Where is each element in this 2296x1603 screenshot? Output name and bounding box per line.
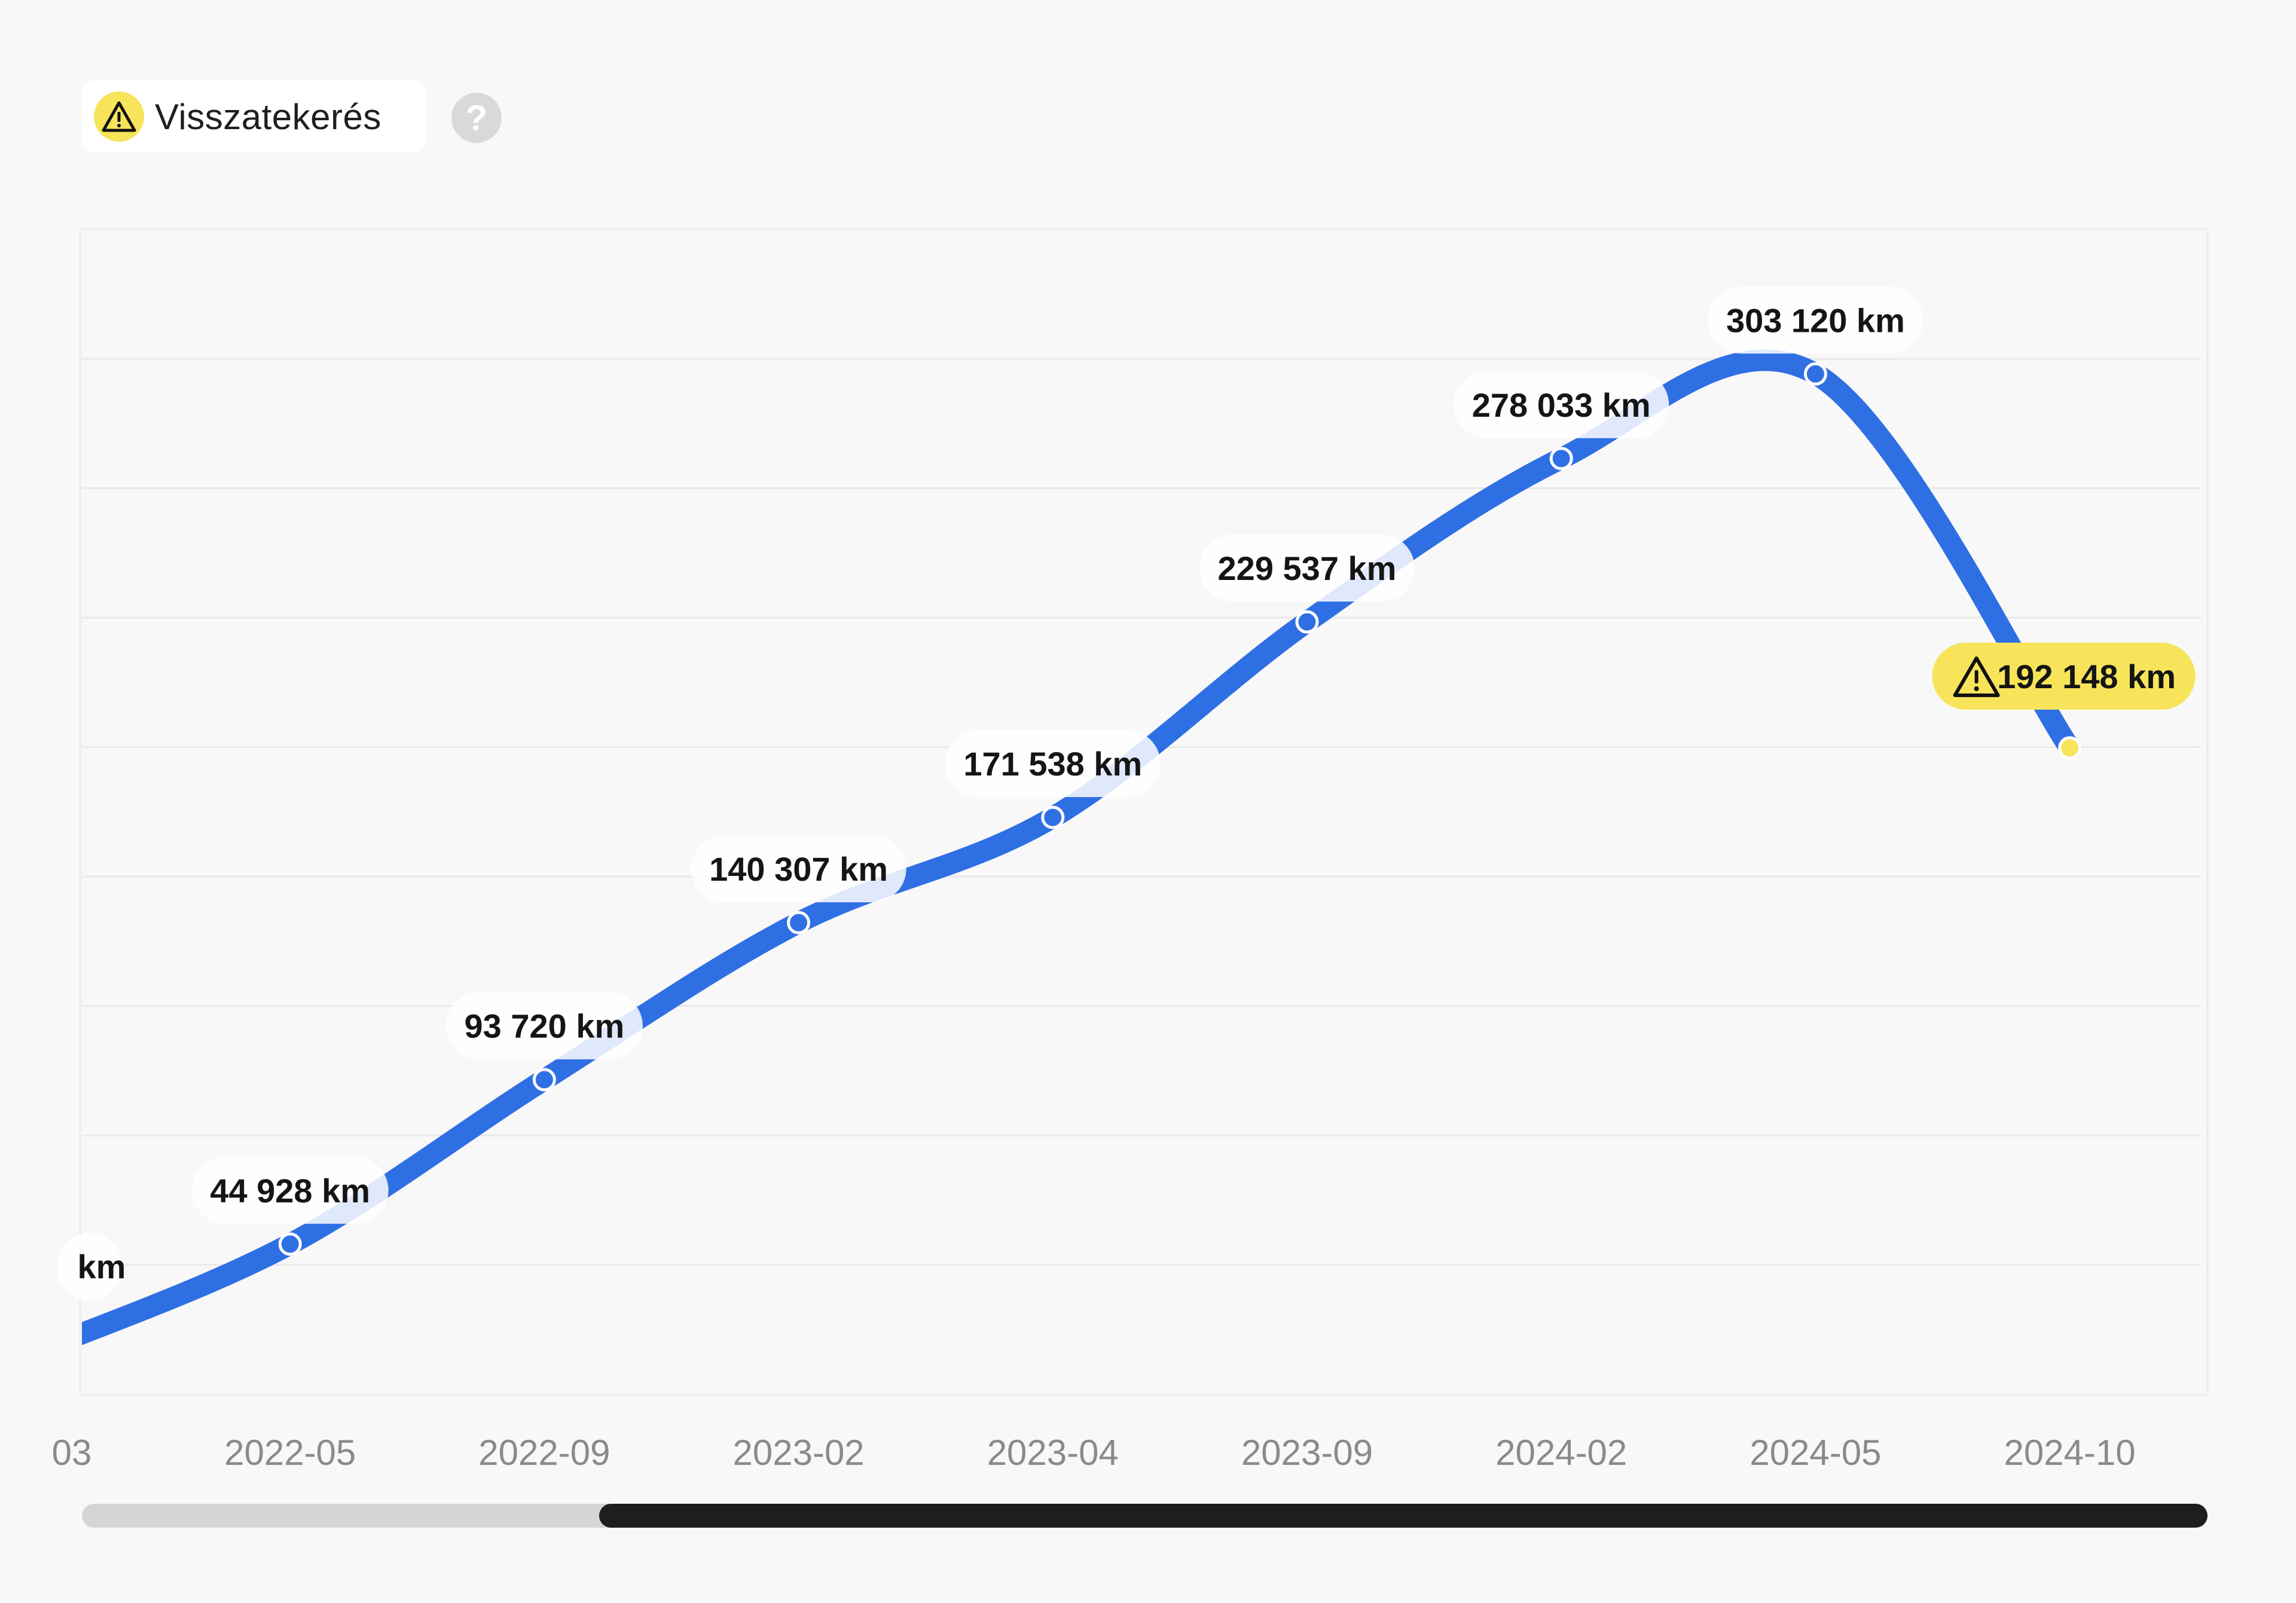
data-point[interactable] [278, 1232, 302, 1256]
data-label: 229 537 km [1199, 535, 1415, 602]
data-label-pill [191, 1156, 389, 1224]
data-label-text: 192 148 km [1997, 658, 2176, 695]
data-label-pill [1454, 371, 1669, 438]
warning-icon [94, 91, 144, 142]
data-label: 44 928 km [191, 1156, 389, 1224]
data-label: km [57, 1233, 126, 1300]
data-label-text: 229 537 km [1218, 549, 1397, 587]
data-point-flagged[interactable] [2058, 736, 2082, 760]
data-point[interactable] [1549, 447, 1573, 471]
data-point[interactable] [1041, 805, 1065, 829]
data-label-text: 140 307 km [709, 850, 888, 888]
x-tick-label: 2023-04 [987, 1433, 1119, 1473]
plot-area [79, 228, 2209, 1396]
data-label-pill [1199, 535, 1415, 602]
x-tick-label: 2022-09 [478, 1433, 610, 1473]
data-label-text: 171 538 km [963, 745, 1142, 783]
data-point[interactable] [787, 911, 811, 935]
data-label-pill [691, 835, 906, 903]
x-tick-label: 03 [52, 1433, 92, 1473]
data-label-flagged: 192 148 km [1932, 642, 2196, 710]
data-label-pill [945, 730, 1161, 798]
warning-icon [1953, 656, 2000, 697]
data-point[interactable] [1803, 362, 1827, 386]
data-label-text: 303 120 km [1726, 301, 1905, 339]
x-tick-label: 2024-05 [1750, 1433, 1881, 1473]
data-label: 278 033 km [1454, 371, 1669, 438]
data-label: 93 720 km [445, 992, 643, 1059]
rollback-filter-chip[interactable]: Visszatekerés [82, 81, 426, 152]
data-point[interactable] [532, 1068, 556, 1092]
data-label-text: 44 928 km [210, 1172, 370, 1210]
x-tick-label: 2023-09 [1241, 1433, 1373, 1473]
x-tick-label: 2024-10 [2004, 1433, 2135, 1473]
help-icon[interactable]: ? [451, 93, 502, 143]
data-label-text: 93 720 km [465, 1007, 625, 1045]
x-tick-label: 2023-02 [732, 1433, 864, 1473]
data-point[interactable] [26, 1342, 46, 1362]
data-label: 171 538 km [945, 730, 1161, 798]
data-label-pill [445, 992, 643, 1059]
data-label-pill [1708, 286, 1923, 354]
data-label: 303 120 km [1708, 286, 1923, 354]
data-label-pill [57, 1233, 123, 1300]
scrollbar-thumb[interactable] [599, 1504, 2208, 1528]
x-tick-label: 2022-05 [224, 1433, 356, 1473]
rollback-filter-label: Visszatekerés [155, 96, 381, 137]
data-point[interactable] [1295, 610, 1319, 634]
data-label: 140 307 km [691, 835, 906, 903]
data-label-text: 278 033 km [1472, 386, 1651, 424]
x-tick-label: 2024-02 [1495, 1433, 1627, 1473]
data-label-text: km [78, 1248, 126, 1286]
